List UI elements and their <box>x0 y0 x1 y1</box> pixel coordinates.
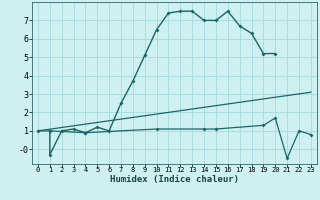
X-axis label: Humidex (Indice chaleur): Humidex (Indice chaleur) <box>110 175 239 184</box>
